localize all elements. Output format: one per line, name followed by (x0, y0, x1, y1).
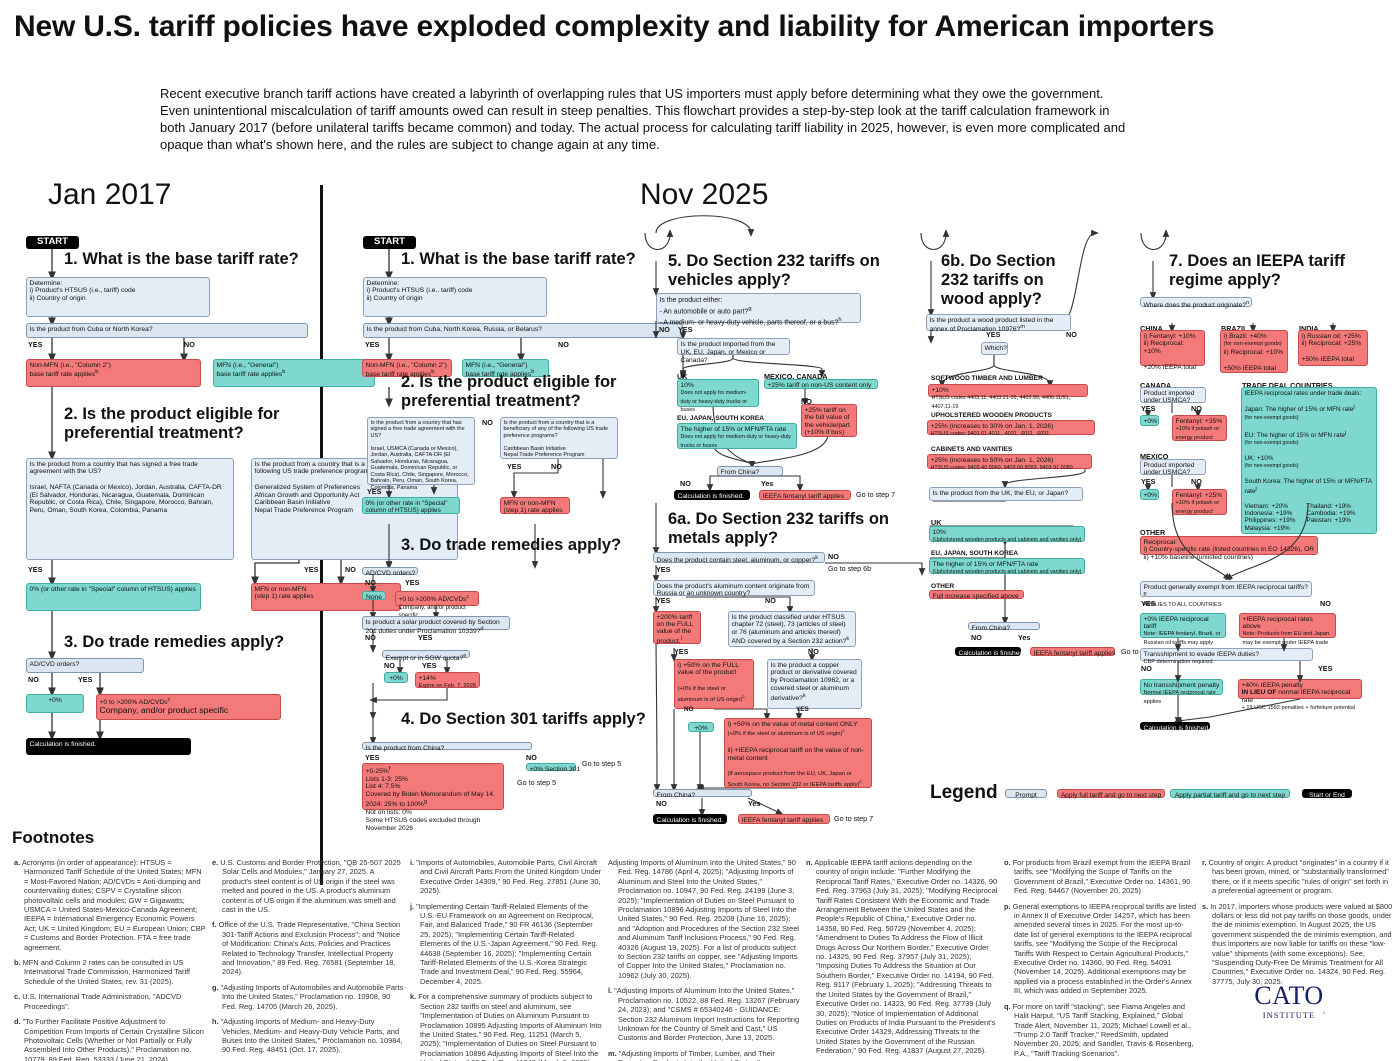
svg-text:INSTITUTE: INSTITUTE (1263, 1010, 1315, 1020)
svg-text:CATO: CATO (1254, 981, 1323, 1010)
svg-text:®: ® (1323, 1011, 1326, 1015)
